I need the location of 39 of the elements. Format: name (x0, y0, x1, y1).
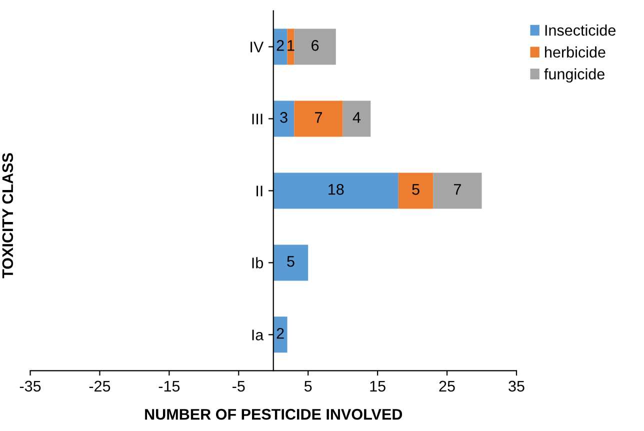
x-tick-label: 25 (439, 380, 455, 392)
bar (273, 100, 294, 137)
y-tick-label: Ia (252, 330, 264, 340)
data-label: 3 (280, 112, 288, 123)
x-tick-label: -35 (20, 380, 41, 392)
data-label: 5 (412, 184, 420, 195)
x-tick-label: 5 (304, 380, 312, 392)
data-label: 1 (288, 40, 294, 51)
data-label: 5 (287, 256, 294, 267)
y-tick-label: III (252, 114, 262, 124)
data-label: 18 (328, 184, 344, 195)
x-tick-label: -5 (232, 380, 245, 392)
bar (294, 100, 343, 137)
x-axis-title: NUMBER OF PESTICIDE INVOLVED (145, 408, 402, 420)
y-tick-label: II (256, 186, 262, 196)
bar (342, 100, 371, 137)
bar (273, 244, 308, 281)
legend-label: fungicide (544, 68, 604, 83)
bar (273, 172, 398, 209)
data-label: 4 (352, 112, 361, 123)
bar (273, 28, 288, 65)
legend-label: herbicide (545, 46, 606, 58)
data-label: 7 (315, 112, 322, 123)
x-tick-label: -15 (158, 380, 180, 392)
y-axis-title: TOXICITY CLASS (2, 153, 14, 278)
data-label: 2 (276, 328, 284, 339)
data-label: 7 (454, 184, 461, 195)
y-tick-label: IV (250, 42, 264, 52)
data-label: 2 (276, 40, 284, 51)
bar (398, 172, 434, 209)
bar (273, 316, 288, 353)
bar (294, 28, 336, 65)
data-label: 6 (312, 40, 319, 51)
legend-label: Insecticide (545, 24, 616, 36)
x-tick-label: -25 (89, 380, 110, 392)
x-tick-label: 35 (508, 380, 524, 392)
x-tick-label: 15 (370, 380, 386, 392)
bar (433, 172, 482, 209)
y-tick-label: Ib (252, 257, 264, 268)
